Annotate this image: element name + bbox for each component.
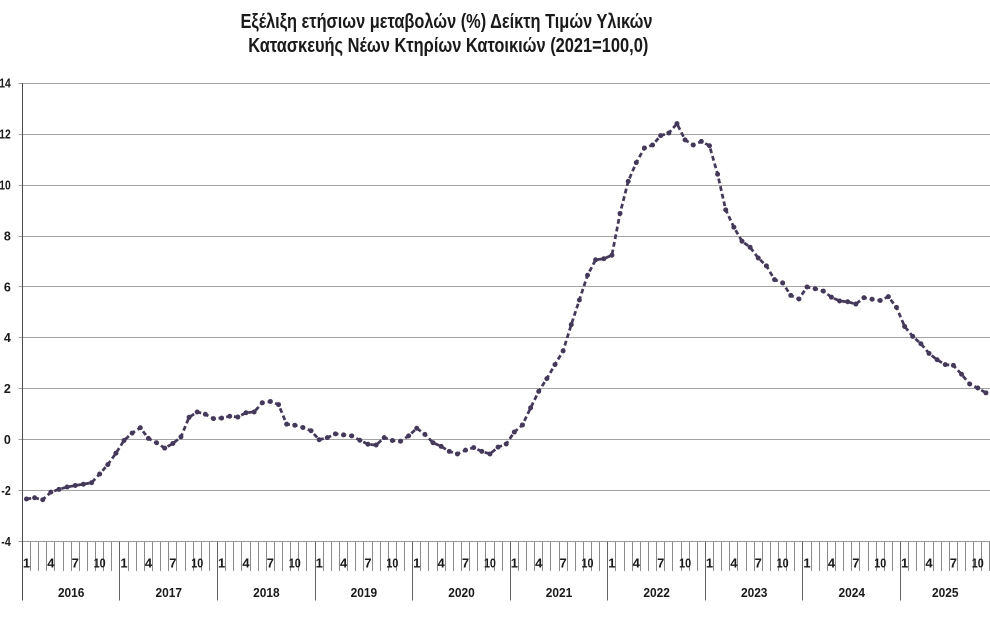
svg-text:1: 1: [23, 555, 30, 570]
svg-text:-2: -2: [1, 484, 11, 498]
svg-text:2018: 2018: [253, 585, 280, 600]
svg-text:2021: 2021: [546, 585, 573, 600]
svg-text:1: 1: [511, 555, 518, 570]
svg-text:4: 4: [242, 555, 250, 570]
svg-text:10: 10: [777, 555, 789, 570]
svg-text:7: 7: [560, 555, 567, 570]
svg-text:4: 4: [438, 555, 446, 570]
svg-text:1: 1: [706, 555, 713, 570]
svg-text:2020: 2020: [448, 585, 475, 600]
svg-text:1: 1: [120, 555, 127, 570]
svg-text:1: 1: [218, 555, 225, 570]
svg-text:7: 7: [657, 555, 664, 570]
svg-text:-4: -4: [1, 535, 11, 549]
svg-text:10: 10: [0, 179, 11, 193]
svg-text:4: 4: [633, 555, 641, 570]
svg-text:Εξέλιξη ετήσιων μεταβολών (%): Εξέλιξη ετήσιων μεταβολών (%) Δείκτη Τιμ…: [241, 11, 653, 33]
svg-text:4: 4: [535, 555, 543, 570]
svg-text:2022: 2022: [643, 585, 670, 600]
svg-text:7: 7: [364, 555, 371, 570]
svg-text:4: 4: [925, 555, 933, 570]
svg-text:7: 7: [72, 555, 79, 570]
svg-text:4: 4: [828, 555, 836, 570]
svg-text:2016: 2016: [58, 585, 85, 600]
svg-text:2019: 2019: [351, 585, 378, 600]
svg-text:8: 8: [4, 229, 11, 243]
svg-text:1: 1: [316, 555, 323, 570]
svg-text:1: 1: [608, 555, 615, 570]
svg-text:10: 10: [191, 555, 203, 570]
svg-text:7: 7: [852, 555, 859, 570]
svg-text:10: 10: [94, 555, 106, 570]
svg-text:Κατασκευής Νέων Κτηρίων Κατοικ: Κατασκευής Νέων Κτηρίων Κατοικιών (2021=…: [248, 35, 648, 57]
svg-text:4: 4: [340, 555, 348, 570]
svg-text:7: 7: [169, 555, 176, 570]
svg-text:2024: 2024: [839, 585, 866, 600]
svg-text:1: 1: [413, 555, 420, 570]
svg-text:7: 7: [755, 555, 762, 570]
svg-text:10: 10: [289, 555, 301, 570]
svg-text:1: 1: [901, 555, 908, 570]
svg-text:10: 10: [484, 555, 496, 570]
svg-text:0: 0: [4, 433, 11, 447]
svg-text:10: 10: [582, 555, 594, 570]
svg-text:2: 2: [4, 382, 11, 396]
svg-text:2025: 2025: [932, 585, 959, 600]
svg-text:7: 7: [462, 555, 469, 570]
svg-text:14: 14: [0, 77, 11, 91]
svg-text:4: 4: [145, 555, 153, 570]
svg-text:12: 12: [0, 128, 11, 142]
svg-text:6: 6: [4, 280, 11, 294]
svg-text:2023: 2023: [741, 585, 768, 600]
svg-text:10: 10: [386, 555, 398, 570]
svg-text:1: 1: [803, 555, 810, 570]
svg-text:4: 4: [47, 555, 55, 570]
svg-text:7: 7: [267, 555, 274, 570]
svg-text:10: 10: [679, 555, 691, 570]
svg-text:4: 4: [730, 555, 738, 570]
svg-text:7: 7: [950, 555, 957, 570]
svg-text:10: 10: [972, 555, 984, 570]
svg-text:2017: 2017: [156, 585, 183, 600]
svg-text:10: 10: [874, 555, 886, 570]
svg-text:4: 4: [4, 331, 11, 345]
